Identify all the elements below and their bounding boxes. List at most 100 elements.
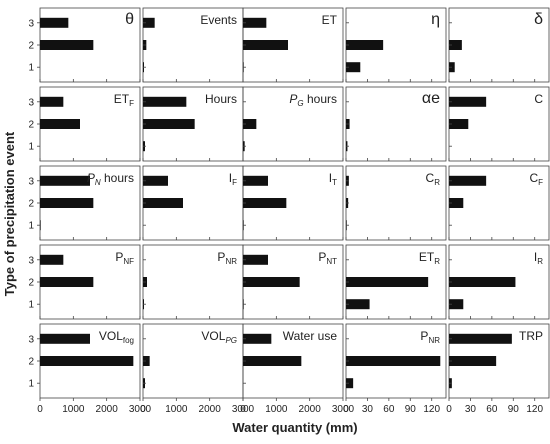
panel-r0c1: Events — [142, 7, 244, 83]
panel-r2c1-bar-2 — [143, 198, 183, 208]
panel-r2c4-bar-2 — [449, 198, 464, 208]
panel-r2c0: 1 2 3 PN hours — [28, 165, 141, 241]
x-axis-label: Water quantity (mm) — [232, 420, 357, 435]
panel-r4c3: PNR 0 30 60 90 120 — [343, 323, 447, 415]
panel-r4c2-xtick-label-0: 0 — [240, 404, 246, 415]
panel-r4c0-xtick-label-1000: 1000 — [62, 404, 85, 415]
panel-r0c1-title: Events — [200, 13, 237, 27]
panel-r0c3: η — [345, 7, 447, 83]
panel-r4c0-title: VOLfog — [99, 329, 134, 345]
panel-r4c2-title: Water use — [283, 329, 338, 343]
panel-r1c0: 1 2 3 ETF — [28, 86, 141, 162]
panel-r0c3-bar-2 — [346, 40, 384, 50]
panel-r1c0-bar-3 — [40, 96, 64, 107]
panel-r3c1-title: PNR — [217, 250, 237, 266]
panel-r4c3-title: PNR — [420, 329, 440, 345]
panel-r4c3-xtick-label-0: 0 — [343, 404, 349, 415]
panel-r2c1-bar-3 — [143, 175, 168, 186]
panel-r1c1: Hours — [142, 86, 244, 162]
panel-r4c3-xtick-label-30: 30 — [362, 404, 374, 415]
panel-r2c0-ytick-label-3: 3 — [28, 176, 34, 187]
panel-r3c0-ytick-label-2: 2 — [28, 278, 34, 289]
panel-r1c1-bar-2 — [143, 119, 195, 129]
panel-r4c4-xtick-label-120: 120 — [526, 404, 543, 415]
panel-r3c0-bar-2 — [40, 277, 94, 287]
panel-r4c3-bar-1 — [346, 378, 354, 389]
panel-r1c2-title: PG hours — [289, 92, 337, 108]
panel-r4c2-bar-3 — [243, 333, 272, 344]
panel-r0c4: δ — [448, 7, 550, 83]
panel-r4c2: Water use 0 1000 2000 3000 — [240, 323, 355, 415]
panel-r4c0-bar-2 — [40, 356, 134, 366]
panel-r4c0-xtick-label-3000: 3000 — [129, 404, 152, 415]
panel-r1c3: αe — [345, 86, 447, 162]
panel-r4c1-xtick-label-1000: 1000 — [165, 404, 188, 415]
panel-r4c2-xtick-label-2000: 2000 — [299, 404, 322, 415]
panel-r4c1-xtick-label-0: 0 — [140, 404, 146, 415]
panel-r3c4-title: IR — [534, 250, 543, 266]
panel-r2c2-bar-3 — [243, 175, 268, 186]
panel-r2c1-title: IF — [229, 171, 237, 187]
panel-r1c4-bar-3 — [449, 96, 487, 107]
panel-r0c2-bar-3 — [243, 17, 267, 28]
panel-r0c2: ET — [242, 7, 344, 83]
panel-r0c3-bar-1 — [346, 62, 361, 73]
panel-r2c0-ytick-label-2: 2 — [28, 199, 34, 210]
panel-r3c4-bar-2 — [449, 277, 516, 287]
panel-r1c4-bar-2 — [449, 119, 469, 129]
panel-r4c3-xtick-label-120: 120 — [423, 404, 440, 415]
panel-r0c0: 1 2 3 θ — [28, 7, 141, 83]
panel-r4c3-xtick-label-60: 60 — [383, 404, 395, 415]
panel-r0c0-ytick-label-3: 3 — [28, 18, 34, 29]
panel-r3c3: ETR — [345, 244, 447, 320]
panel-r3c0-bar-3 — [40, 254, 64, 265]
panel-r1c0-title: ETF — [114, 92, 134, 108]
panel-r1c2: PG hours — [242, 86, 344, 162]
panel-r2c0-ytick-label-1: 1 — [28, 221, 34, 232]
panel-r0c4-bar-2 — [449, 40, 462, 50]
panel-r3c3-title: ETR — [419, 250, 440, 266]
panel-r0c4-title: δ — [534, 11, 543, 28]
panel-r4c2-xtick-label-1000: 1000 — [265, 404, 288, 415]
panel-r2c2: IT — [242, 165, 344, 241]
panel-r4c1-xtick-label-3000: 3000 — [232, 404, 255, 415]
panel-r3c4-bar-1 — [449, 299, 464, 310]
panel-r2c0-bar-1 — [40, 220, 41, 231]
panel-r3c2-bar-2 — [243, 277, 300, 287]
panel-r4c4-xtick-label-0: 0 — [446, 404, 452, 415]
panel-r4c4-title: TRP — [519, 329, 543, 343]
panel-r1c0-ytick-label-2: 2 — [28, 120, 34, 131]
panel-r4c4-xtick-label-60: 60 — [486, 404, 498, 415]
panel-r2c4-bar-3 — [449, 175, 487, 186]
panel-r2c3-title: CR — [426, 171, 441, 187]
panel-r4c2-bar-2 — [243, 356, 302, 366]
panel-r1c3-title: αe — [422, 90, 440, 107]
panel-r4c4-bar-3 — [449, 333, 512, 344]
panel-r0c1-bar-3 — [143, 17, 155, 28]
panel-r4c4-xtick-label-30: 30 — [465, 404, 477, 415]
panel-r4c3-bar-2 — [346, 356, 441, 366]
panel-r1c0-bar-2 — [40, 119, 80, 129]
panel-r4c0-ytick-label-1: 1 — [28, 379, 34, 390]
panel-r4c2-xtick-label-3000: 3000 — [332, 404, 355, 415]
panel-r3c3-bar-1 — [346, 299, 370, 310]
y-axis-label: Type of precipitation event — [2, 131, 17, 296]
panel-r1c1-bar-3 — [143, 96, 187, 107]
panel-r0c3-title: η — [431, 11, 440, 28]
panel-r4c0-ytick-label-2: 2 — [28, 357, 34, 368]
panel-r3c4: IR — [448, 244, 550, 320]
panel-r3c0: 1 2 3 PNF — [28, 244, 141, 320]
panel-r1c4-title: C — [534, 92, 543, 106]
panel-r4c4: TRP 0 30 60 90 120 — [446, 323, 550, 415]
panel-r4c0-xtick-label-0: 0 — [37, 404, 43, 415]
panel-r0c0-title: θ — [125, 11, 134, 28]
panel-r3c0-ytick-label-3: 3 — [28, 255, 34, 266]
panel-r4c1-xtick-label-2000: 2000 — [199, 404, 222, 415]
panel-r2c4-title: CF — [529, 171, 543, 187]
panel-r2c0-bar-2 — [40, 198, 94, 208]
panel-r2c0-bar-3 — [40, 175, 90, 186]
panel-r1c1-title: Hours — [205, 92, 237, 106]
panel-r4c0: 1 2 3 VOLfog 0 1000 2000 3000 — [28, 323, 152, 415]
